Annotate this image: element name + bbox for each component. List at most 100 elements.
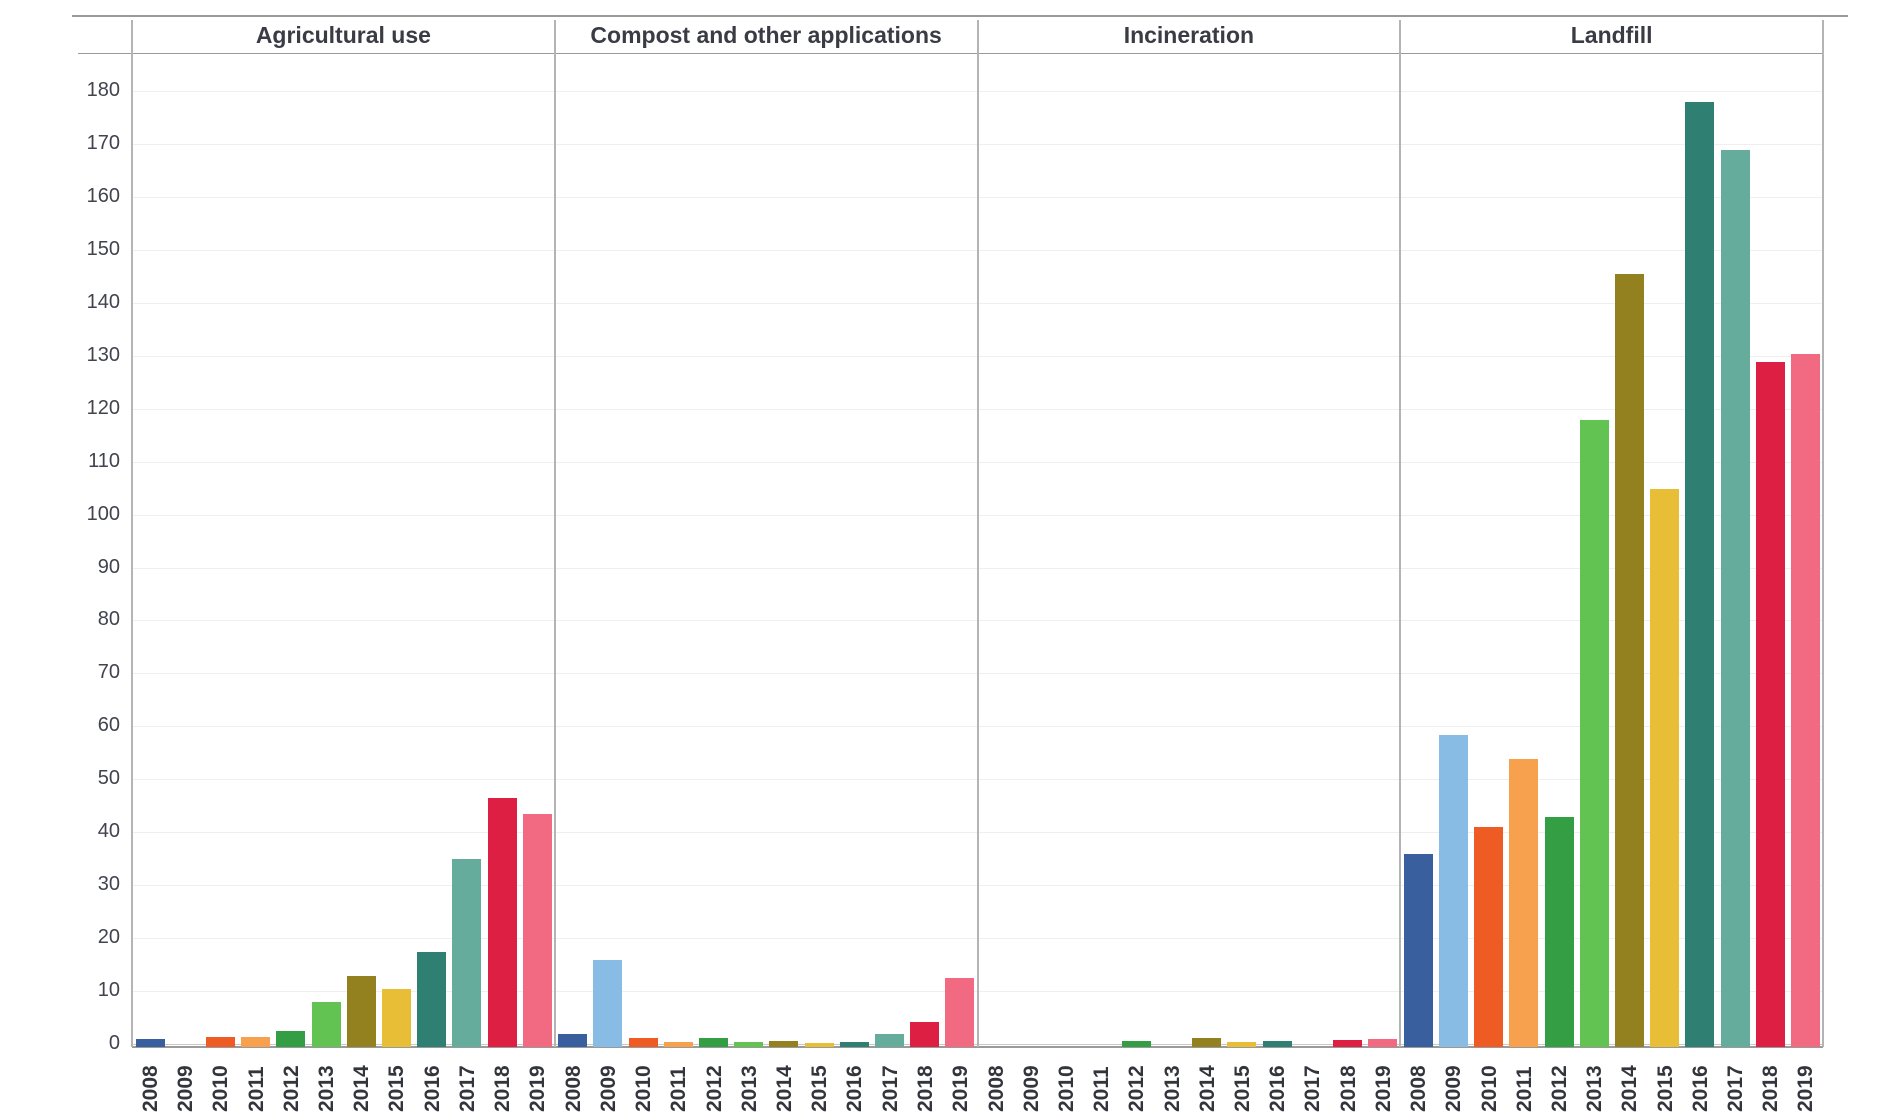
panel-incineration — [978, 53, 1401, 1047]
bar-2014 — [769, 1040, 799, 1047]
x-tick-label-2013: 2013 — [315, 1065, 338, 1112]
panel-compost-and-other-applications — [555, 53, 978, 1047]
bar-2011 — [1509, 758, 1539, 1047]
y-tick-label: 60 — [97, 714, 120, 737]
plot-right-border — [1822, 20, 1824, 1047]
x-tick-label-2015: 2015 — [1230, 1065, 1254, 1112]
header-separator-line — [78, 53, 1823, 54]
panel-divider — [131, 20, 133, 1047]
panel-divider — [553, 20, 556, 1047]
bar-2019 — [1368, 1038, 1398, 1047]
panel-landfill — [1400, 53, 1823, 1047]
x-tick-label-2015: 2015 — [1653, 1065, 1677, 1112]
y-tick-label: 160 — [86, 184, 120, 207]
bar-2015 — [381, 988, 411, 1047]
x-tick-label-2009: 2009 — [174, 1065, 198, 1112]
bar-2013 — [311, 1002, 341, 1047]
x-tick-label-2011: 2011 — [667, 1066, 691, 1112]
x-tick-label-2018: 2018 — [1336, 1065, 1360, 1112]
x-tick-label-2018: 2018 — [1759, 1065, 1783, 1112]
bar-2012 — [1121, 1041, 1151, 1047]
y-tick-label: 40 — [97, 820, 120, 843]
bar-2016 — [1685, 102, 1715, 1047]
bar-2010 — [628, 1037, 658, 1047]
bar-2010 — [1474, 827, 1504, 1047]
x-tick-label-2015: 2015 — [385, 1065, 409, 1112]
bar-2019 — [945, 978, 975, 1047]
x-tick-label-2011: 2011 — [1512, 1066, 1536, 1112]
panel-divider — [976, 20, 979, 1047]
x-tick-label-2012: 2012 — [1548, 1065, 1572, 1112]
x-axis-line — [132, 1046, 1823, 1048]
x-tick-label-2010: 2010 — [1477, 1065, 1501, 1112]
top-frame-line — [72, 15, 1848, 17]
bar-2012 — [699, 1038, 729, 1047]
x-tick-label-2016: 2016 — [1266, 1065, 1290, 1112]
x-tick-label-2009: 2009 — [1442, 1065, 1466, 1112]
bar-2013 — [734, 1041, 764, 1047]
x-tick-label-2011: 2011 — [244, 1066, 268, 1112]
bar-2017 — [875, 1034, 905, 1047]
panel-title: Agricultural use — [255, 22, 431, 48]
x-tick-label-2016: 2016 — [1688, 1065, 1712, 1112]
bar-2011 — [663, 1042, 693, 1047]
x-tick-label-2017: 2017 — [455, 1065, 479, 1112]
x-tick-label-2013: 2013 — [1160, 1065, 1184, 1112]
bar-2018 — [910, 1021, 940, 1047]
bar-2008 — [135, 1039, 165, 1047]
panel-title: Landfill — [1570, 22, 1653, 48]
x-tick-label-2012: 2012 — [279, 1065, 303, 1112]
bar-2015 — [1650, 488, 1680, 1047]
bar-2009 — [593, 959, 623, 1047]
x-tick-label-2008: 2008 — [984, 1065, 1008, 1112]
bar-2013 — [1579, 419, 1609, 1047]
bar-2014 — [346, 975, 376, 1047]
x-tick-label-2015: 2015 — [808, 1065, 832, 1112]
x-tick-label-2009: 2009 — [596, 1065, 620, 1112]
bar-2018 — [1333, 1040, 1362, 1047]
x-tick-label-2019: 2019 — [1794, 1065, 1818, 1112]
x-tick-label-2014: 2014 — [772, 1065, 796, 1112]
x-tick-label-2008: 2008 — [139, 1065, 162, 1112]
y-tick-label: 130 — [86, 343, 120, 366]
x-tick-label-2019: 2019 — [526, 1065, 550, 1112]
x-tick-label-2019: 2019 — [1371, 1065, 1395, 1112]
bar-2015 — [1227, 1041, 1257, 1047]
y-tick-label: 110 — [88, 449, 120, 472]
panel-divider — [1399, 20, 1402, 1047]
bar-2012 — [1544, 816, 1574, 1047]
y-tick-label: 170 — [86, 132, 120, 155]
x-tick-label-2013: 2013 — [1583, 1065, 1607, 1112]
x-tick-label-2014: 2014 — [1195, 1065, 1219, 1112]
bar-2017 — [1720, 149, 1750, 1047]
x-tick-label-2010: 2010 — [1054, 1065, 1078, 1112]
x-tick-label-2016: 2016 — [843, 1065, 867, 1112]
y-tick-label: 0 — [108, 1032, 120, 1054]
bar-2014 — [1192, 1038, 1222, 1047]
bar-2017 — [452, 859, 482, 1047]
bar-2008 — [558, 1033, 588, 1047]
y-tick-label: 180 — [86, 79, 120, 102]
x-tick-label-2010: 2010 — [632, 1065, 656, 1112]
bar-2016 — [839, 1042, 869, 1047]
bar-2014 — [1614, 274, 1644, 1047]
x-tick-label-2018: 2018 — [913, 1065, 937, 1112]
y-tick-label: 70 — [97, 661, 120, 684]
x-tick-label-2014: 2014 — [350, 1065, 374, 1112]
y-tick-label: 50 — [97, 767, 120, 790]
x-tick-label-2012: 2012 — [1125, 1065, 1149, 1112]
y-tick-label: 80 — [97, 608, 120, 631]
bar-2019 — [1790, 353, 1820, 1047]
x-tick-label-2018: 2018 — [491, 1065, 514, 1112]
x-tick-label-2019: 2019 — [948, 1065, 972, 1112]
x-tick-label-2017: 2017 — [1301, 1065, 1325, 1112]
x-tick-label-2008: 2008 — [1407, 1065, 1431, 1112]
y-tick-label: 20 — [97, 926, 120, 949]
bar-2018 — [487, 798, 517, 1047]
y-tick-label: 10 — [97, 979, 120, 1002]
x-tick-label-2008: 2008 — [561, 1065, 585, 1112]
y-tick-label: 140 — [86, 290, 120, 313]
bar-2018 — [1755, 361, 1785, 1047]
x-tick-label-2017: 2017 — [1724, 1065, 1748, 1112]
